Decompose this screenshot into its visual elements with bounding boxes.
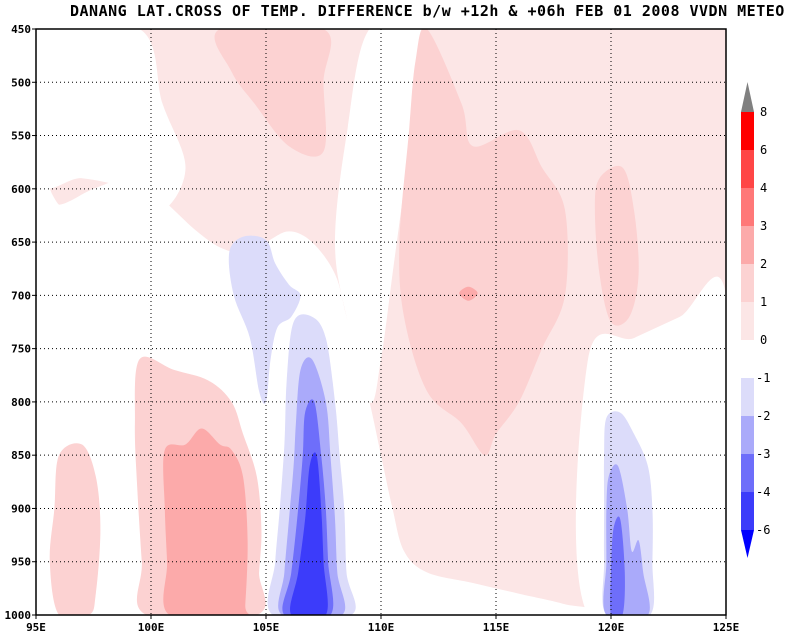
colorbar-positive-swatch-0 bbox=[741, 302, 754, 340]
y-tick-label: 900 bbox=[11, 502, 31, 515]
y-tick-label: 950 bbox=[11, 556, 31, 569]
contour-region-18 bbox=[610, 516, 625, 615]
contour-region-1 bbox=[36, 178, 118, 391]
x-axis-ticks: 95E 100E 105E 110E 115E 120E 125E bbox=[26, 615, 739, 634]
x-tick-label: 110E bbox=[368, 621, 395, 634]
x-tick-label: 115E bbox=[483, 621, 510, 634]
y-tick-label: 500 bbox=[11, 76, 31, 89]
colorbar-positive-swatch-3 bbox=[741, 188, 754, 226]
x-tick-label: 120E bbox=[598, 621, 625, 634]
colorbar-positive-label: 2 bbox=[760, 257, 767, 271]
chart-title: DANANG LAT.CROSS OF TEMP. DIFFERENCE b/w… bbox=[70, 2, 785, 20]
colorbar: 0 1 2 3 4 6 8 -1 -2 -3 -4 -6 bbox=[741, 82, 770, 558]
contour-region-10 bbox=[163, 428, 250, 615]
y-tick-label: 800 bbox=[11, 396, 31, 409]
contour-region-19 bbox=[290, 452, 328, 615]
colorbar-positive-swatch-5 bbox=[741, 112, 754, 150]
contour-region-8 bbox=[49, 443, 101, 615]
y-tick-label: 600 bbox=[11, 183, 31, 196]
contour-region-6 bbox=[399, 29, 568, 456]
contour-region-11 bbox=[459, 286, 478, 301]
colorbar-negative-swatch-1 bbox=[741, 416, 754, 454]
colorbar-negative-label: -3 bbox=[756, 447, 770, 461]
colorbar-positive-label: 0 bbox=[760, 333, 767, 347]
colorbar-positive-swatch-2 bbox=[741, 226, 754, 264]
contour-region-7 bbox=[594, 165, 639, 326]
y-tick-label: 550 bbox=[11, 130, 31, 143]
colorbar-negative-label: -1 bbox=[756, 371, 770, 385]
colorbar-negative-label: -2 bbox=[756, 409, 770, 423]
colorbar-negative-swatch-3 bbox=[741, 492, 754, 530]
x-tick-label: 95E bbox=[26, 621, 46, 634]
colorbar-under-triangle bbox=[741, 530, 754, 558]
colorbar-positive-label: 8 bbox=[760, 105, 767, 119]
colorbar-positive-label: 1 bbox=[760, 295, 767, 309]
grid-lines bbox=[36, 29, 726, 615]
colorbar-negative-swatch-0 bbox=[741, 378, 754, 416]
colorbar-positive-label: 4 bbox=[760, 181, 767, 195]
colorbar-over-triangle bbox=[741, 82, 754, 112]
colorbar-negative-label: -6 bbox=[756, 523, 770, 537]
contour-region-4 bbox=[36, 29, 186, 211]
contour-region-12 bbox=[228, 235, 301, 404]
x-tick-label: 105E bbox=[253, 621, 280, 634]
contour-fills bbox=[36, 29, 726, 615]
y-tick-label: 750 bbox=[11, 343, 31, 356]
x-tick-label: 100E bbox=[138, 621, 165, 634]
y-axis-ticks: 450 500 550 600 650 700 750 800 850 900 950 1000 bbox=[5, 23, 36, 622]
contour-region-2 bbox=[335, 29, 430, 403]
y-tick-label: 650 bbox=[11, 236, 31, 249]
y-tick-label: 450 bbox=[11, 23, 31, 36]
colorbar-negative-label: -4 bbox=[756, 485, 770, 499]
contour-region-5 bbox=[214, 29, 332, 157]
colorbar-positive-label: 6 bbox=[760, 143, 767, 157]
colorbar-positive-swatch-4 bbox=[741, 150, 754, 188]
colorbar-positive-swatch-1 bbox=[741, 264, 754, 302]
y-tick-label: 1000 bbox=[5, 609, 32, 622]
y-tick-label: 700 bbox=[11, 289, 31, 302]
y-tick-label: 850 bbox=[11, 449, 31, 462]
colorbar-positive-label: 3 bbox=[760, 219, 767, 233]
colorbar-negative-swatch-2 bbox=[741, 454, 754, 492]
x-tick-label: 125E bbox=[713, 621, 740, 634]
